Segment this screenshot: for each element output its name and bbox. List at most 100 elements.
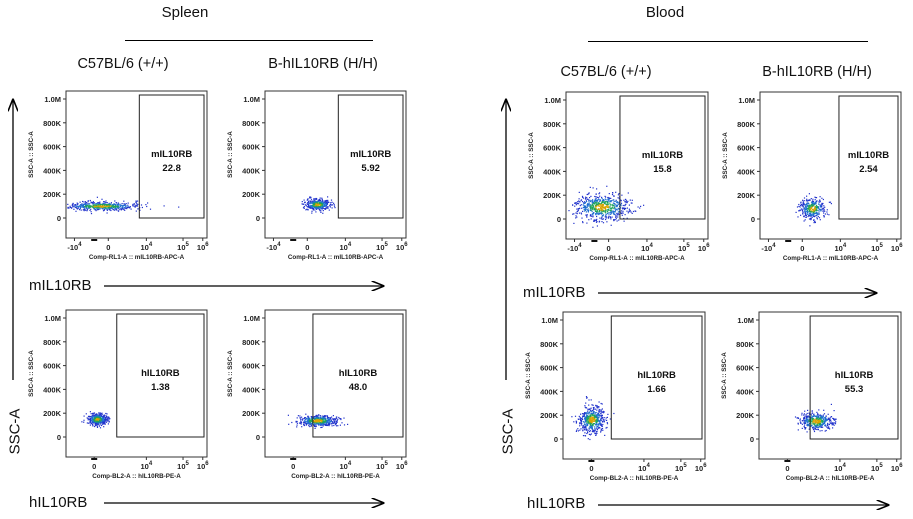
y-axis-label: SSC-A :: SSC-A xyxy=(28,350,35,397)
y-tick-label: 200K xyxy=(540,411,559,420)
x-tick-label: -104 xyxy=(567,243,582,253)
x-tick-label: 104 xyxy=(340,242,352,252)
y-tick-label: 400K xyxy=(43,385,62,394)
x-tick-label: 105 xyxy=(177,461,189,471)
gate-value: 22.8 xyxy=(162,163,181,174)
x-minor-ticks xyxy=(784,460,791,462)
y-tick-label: 800K xyxy=(540,340,559,349)
x-minor-ticks xyxy=(785,240,792,242)
gate-label: mIL10RB xyxy=(350,149,391,160)
gate xyxy=(312,313,404,438)
x-tick-label: 104 xyxy=(141,461,153,471)
m-arrow-label-blood: mIL10RB xyxy=(523,284,586,301)
section-title-spleen: Spleen xyxy=(161,4,209,21)
x-tick-label: 105 xyxy=(376,461,388,471)
x-tick-label: 105 xyxy=(678,243,690,253)
y-tick-label: 800K xyxy=(242,119,261,128)
section-title-blood: Blood xyxy=(645,4,685,21)
y-tick-label: 400K xyxy=(242,166,261,175)
gate-value: 15.8 xyxy=(653,164,672,175)
gate xyxy=(610,315,703,440)
y-tick-label: 400K xyxy=(540,387,559,396)
y-tick-label: 0 xyxy=(57,433,61,442)
x-minor-ticks xyxy=(591,240,598,242)
h-arrow-label-blood: hIL10RB xyxy=(527,495,586,512)
gate-label: hIL10RB xyxy=(835,370,874,381)
event-cloud xyxy=(287,413,349,429)
x-tick-label: 106 xyxy=(891,463,903,473)
x-tick-label: 106 xyxy=(197,242,209,252)
y-tick-label: 1.0M xyxy=(44,95,61,104)
y-tick-label: 400K xyxy=(242,385,261,394)
y-tick-label: 800K xyxy=(736,340,755,349)
y-tick-label: 800K xyxy=(737,120,756,129)
x-minor-ticks xyxy=(290,458,297,460)
x-tick-label: 104 xyxy=(340,461,352,471)
x-tick-label: 106 xyxy=(396,242,408,252)
x-tick-label: 106 xyxy=(891,243,903,253)
x-axis-label: Comp-BL2-A :: hIL10RB-PE-A xyxy=(291,473,380,480)
x-tick-label: 106 xyxy=(396,461,408,471)
y-tick-label: 800K xyxy=(242,338,261,347)
gate xyxy=(116,313,205,438)
y-tick-label: 600K xyxy=(737,144,756,153)
flow-plot-8: 1.0M 800K 600K 400K 200K 0 0 104 105 106 Comp-BL2-… xyxy=(721,311,903,482)
plot-frame xyxy=(264,309,407,458)
y-tick-label: 600K xyxy=(540,364,559,373)
flow-plot-5: 1.0M 800K 600K 400K 200K 0 0 104 105 106 Comp-BL2-… xyxy=(28,309,209,480)
x-axis-label: Comp-RL1-A :: mIL10RB-APC-A xyxy=(288,254,384,261)
y-axis-label: SSC-A :: SSC-A xyxy=(528,132,535,179)
x-axis-label: Comp-BL2-A :: hIL10RB-PE-A xyxy=(786,475,875,482)
plot-frame xyxy=(65,309,208,458)
gate-label: hIL10RB xyxy=(141,368,180,379)
section-underline-blood xyxy=(588,41,868,42)
flow-plot-3: 1.0M 800K 600K 400K 200K 0 -104 0 104 105 106 Comp-… xyxy=(528,91,710,262)
y-tick-label: 0 xyxy=(57,214,61,223)
gate xyxy=(809,315,899,440)
gate-label: hIL10RB xyxy=(339,368,378,379)
y-tick-label: 200K xyxy=(43,190,62,199)
x-tick-label: 104 xyxy=(641,243,653,253)
y-tick-label: 400K xyxy=(543,167,562,176)
x-axis-label: Comp-RL1-A :: mIL10RB-APC-A xyxy=(89,254,185,261)
y-tick-label: 1.0M xyxy=(738,96,755,105)
x-tick-label: -104 xyxy=(67,242,82,252)
x-tick-label: 106 xyxy=(197,461,209,471)
gate-value: 1.38 xyxy=(151,382,170,393)
gate-label: mIL10RB xyxy=(151,149,192,160)
gate-label: mIL10RB xyxy=(848,150,889,161)
y-tick-label: 600K xyxy=(242,143,261,152)
y-tick-label: 1.0M xyxy=(243,314,260,323)
y-tick-label: 800K xyxy=(43,338,62,347)
gate xyxy=(619,95,706,220)
x-tick-label: 104 xyxy=(141,242,153,252)
x-tick-label: 105 xyxy=(177,242,189,252)
m-arrow-label-spleen: mIL10RB xyxy=(29,277,92,294)
y-tick-label: 1.0M xyxy=(243,95,260,104)
x-minor-ticks xyxy=(91,458,98,460)
y-axis-label: SSC-A :: SSC-A xyxy=(227,131,234,178)
y-axis-label: SSC-A :: SSC-A xyxy=(28,131,35,178)
y-tick-label: 0 xyxy=(554,435,558,444)
plot-frame xyxy=(759,91,902,240)
y-tick-label: 600K xyxy=(43,143,62,152)
gate-value: 55.3 xyxy=(845,384,864,395)
y-tick-label: 0 xyxy=(256,214,260,223)
y-tick-label: 600K xyxy=(43,362,62,371)
x-tick-label: 106 xyxy=(695,463,707,473)
y-tick-label: 200K xyxy=(737,191,756,200)
x-minor-ticks xyxy=(91,239,98,241)
plot-frame xyxy=(65,90,208,239)
x-tick-label: 0 xyxy=(92,462,96,471)
h-arrow-label-spleen: hIL10RB xyxy=(29,494,88,511)
event-cloud xyxy=(795,193,832,227)
x-tick-label: 0 xyxy=(106,243,110,252)
x-tick-label: 105 xyxy=(376,242,388,252)
y-tick-label: 800K xyxy=(43,119,62,128)
y-tick-label: 0 xyxy=(256,433,260,442)
y-tick-label: 200K xyxy=(242,190,261,199)
flow-plot-6: 1.0M 800K 600K 400K 200K 0 0 104 105 106 Comp-BL2-… xyxy=(227,309,408,480)
strain-label-blood-hh: B-hIL10RB (H/H) xyxy=(762,64,872,80)
